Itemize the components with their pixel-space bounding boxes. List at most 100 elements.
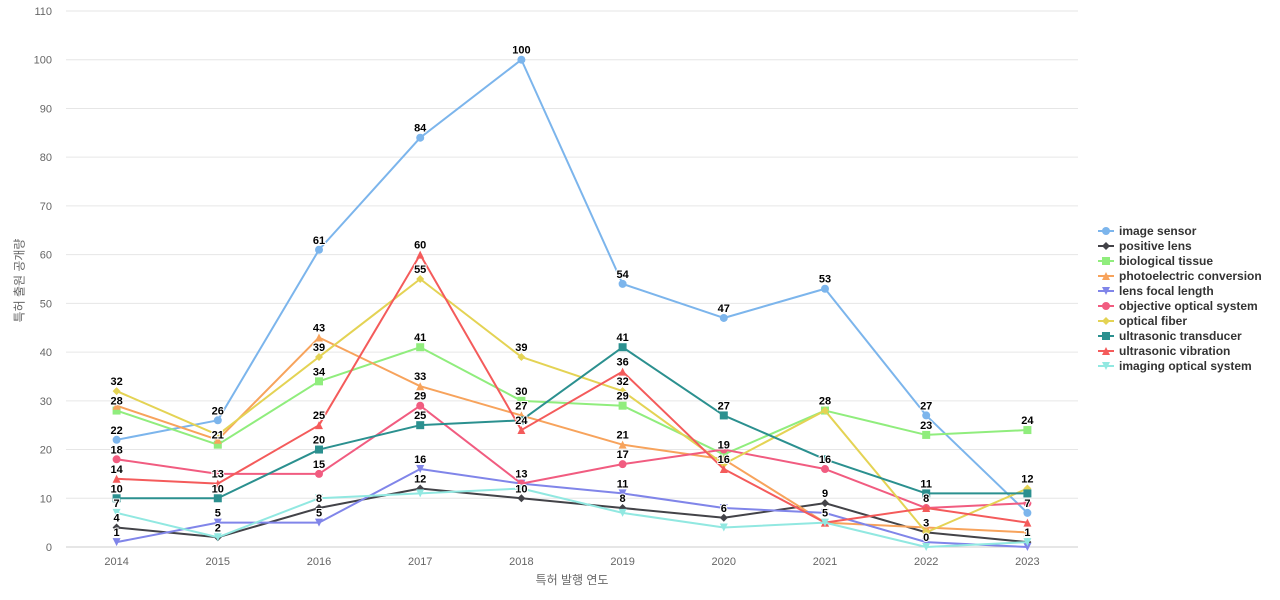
data-point[interactable] [821, 499, 829, 508]
data-point[interactable] [922, 528, 931, 537]
data-point[interactable] [821, 455, 829, 464]
data-point[interactable] [719, 411, 728, 420]
data-point[interactable] [213, 440, 222, 449]
data-point[interactable] [213, 416, 222, 425]
data-point[interactable] [315, 245, 323, 254]
data-point[interactable] [922, 543, 931, 551]
data-point[interactable] [315, 333, 323, 342]
data-point[interactable] [213, 469, 222, 478]
data-point[interactable] [416, 465, 425, 474]
data-point[interactable] [719, 465, 728, 474]
data-point[interactable] [821, 518, 829, 527]
data-point[interactable] [112, 474, 121, 483]
data-point[interactable] [112, 538, 121, 547]
data-point[interactable] [1023, 528, 1032, 537]
data-point[interactable] [416, 343, 425, 352]
data-point[interactable] [1023, 508, 1032, 517]
data-point[interactable] [618, 279, 627, 288]
data-point[interactable] [112, 508, 121, 517]
y-tick-label: 90 [40, 103, 52, 115]
data-point[interactable] [719, 523, 728, 532]
data-point[interactable] [112, 455, 121, 464]
data-point[interactable] [517, 426, 526, 435]
data-point[interactable] [112, 494, 121, 503]
data-point[interactable] [922, 411, 931, 420]
data-point[interactable] [922, 430, 931, 439]
legend-item[interactable]: optical fiber [1098, 313, 1262, 328]
data-point[interactable] [719, 504, 728, 513]
legend-item[interactable]: imaging optical system [1098, 358, 1262, 373]
legend-item[interactable]: objective optical system [1098, 298, 1262, 313]
data-point[interactable] [922, 538, 931, 547]
data-point[interactable] [315, 445, 323, 454]
data-point[interactable] [213, 518, 222, 527]
data-point[interactable] [922, 504, 931, 513]
data-point[interactable] [1023, 518, 1032, 527]
data-point[interactable] [618, 343, 627, 352]
data-point[interactable] [416, 250, 425, 259]
data-point[interactable] [517, 494, 526, 503]
data-point[interactable] [213, 435, 222, 444]
legend-marker [1102, 271, 1110, 280]
legend-item[interactable]: photoelectric conversion [1098, 268, 1262, 283]
data-label: 10 [212, 483, 224, 495]
data-point[interactable] [416, 133, 425, 142]
data-point[interactable] [315, 494, 323, 503]
data-point[interactable] [719, 455, 728, 464]
data-label: 11 [920, 478, 932, 490]
data-point[interactable] [821, 508, 829, 517]
data-point[interactable] [719, 313, 728, 322]
data-point[interactable] [821, 284, 829, 293]
data-point[interactable] [416, 275, 425, 283]
data-point[interactable] [213, 533, 222, 542]
data-point[interactable] [517, 484, 526, 493]
legend-item[interactable]: lens focal length [1098, 283, 1262, 298]
data-point[interactable] [416, 382, 425, 391]
data-point[interactable] [517, 396, 526, 405]
data-point[interactable] [315, 421, 323, 430]
legend-item[interactable]: ultrasonic transducer [1098, 328, 1262, 343]
data-point[interactable] [315, 352, 323, 361]
data-point[interactable] [416, 421, 425, 430]
data-point[interactable] [1023, 489, 1032, 498]
data-point[interactable] [315, 469, 323, 478]
data-point[interactable] [618, 401, 627, 410]
data-point[interactable] [315, 377, 323, 386]
data-point[interactable] [315, 504, 323, 513]
data-point[interactable] [618, 440, 627, 449]
data-point[interactable] [618, 460, 627, 469]
data-point[interactable] [416, 401, 425, 410]
legend-item[interactable]: biological tissue [1098, 253, 1262, 268]
data-point[interactable] [922, 489, 931, 498]
data-point[interactable] [1023, 543, 1032, 551]
data-point[interactable] [112, 387, 121, 396]
legend-item[interactable]: positive lens [1098, 238, 1262, 253]
data-point[interactable] [213, 430, 222, 439]
data-point[interactable] [517, 416, 526, 425]
data-point[interactable] [517, 55, 526, 64]
data-point[interactable] [618, 387, 627, 396]
data-point[interactable] [1023, 538, 1032, 547]
data-point[interactable] [112, 435, 121, 444]
data-point[interactable] [112, 523, 121, 532]
data-point[interactable] [416, 489, 425, 498]
legend-item[interactable]: image sensor [1098, 223, 1262, 238]
data-point[interactable] [719, 513, 728, 522]
data-point[interactable] [719, 445, 728, 454]
data-point[interactable] [112, 406, 121, 415]
legend-item[interactable]: ultrasonic vibration [1098, 343, 1262, 358]
data-point[interactable] [618, 508, 627, 517]
data-point[interactable] [618, 367, 627, 376]
data-point[interactable] [821, 406, 829, 415]
data-point[interactable] [213, 479, 222, 488]
data-point[interactable] [213, 494, 222, 503]
data-point[interactable] [719, 450, 728, 459]
data-point[interactable] [821, 465, 829, 474]
data-point[interactable] [315, 518, 323, 527]
data-label: 5 [215, 508, 221, 520]
data-point[interactable] [1023, 426, 1032, 435]
data-point[interactable] [1023, 499, 1032, 508]
data-point[interactable] [112, 401, 121, 410]
data-point[interactable] [618, 489, 627, 498]
data-point[interactable] [517, 352, 526, 361]
